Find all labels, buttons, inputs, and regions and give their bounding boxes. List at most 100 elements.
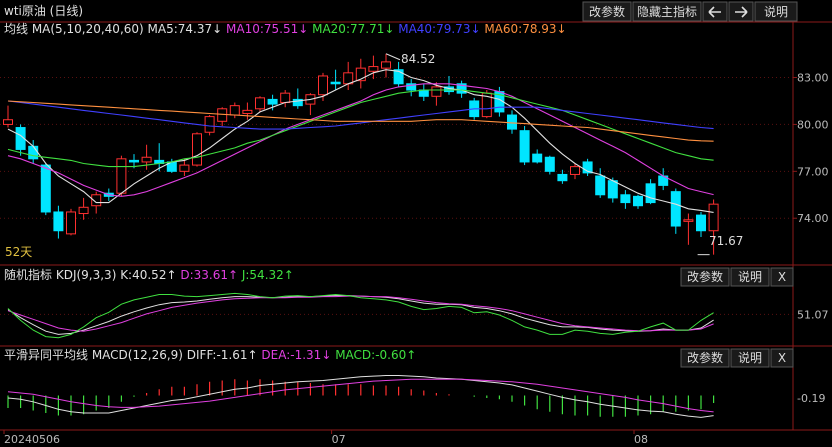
candle-body xyxy=(66,211,76,235)
candle-body xyxy=(418,89,429,97)
candle-body xyxy=(129,159,139,163)
params-button-label: 改参数 xyxy=(589,4,625,19)
legend-entry: MA10:75.51↓ xyxy=(226,22,312,36)
candle-body xyxy=(670,191,681,227)
candle-body xyxy=(179,164,190,172)
candle-body xyxy=(456,83,467,94)
candle-body xyxy=(381,61,391,69)
y-axis: 83.00 80.00 77.00 74.00 51.07 -0.19 xyxy=(793,72,829,405)
params-button[interactable]: 改参数 xyxy=(582,1,632,22)
legend-entry: KDJ(9,3,3) xyxy=(56,268,120,282)
candle-body xyxy=(582,161,593,174)
macd-help-label: 说明 xyxy=(738,350,762,365)
x-axis: 20240506 07 08 xyxy=(3,430,648,446)
next-button[interactable] xyxy=(728,1,754,22)
candle-body xyxy=(683,219,694,222)
kdj-help-button[interactable]: 说明 xyxy=(730,267,770,287)
candle-body xyxy=(3,119,13,125)
kdj-line-d xyxy=(7,295,714,332)
legend-title: 平滑异同平均线 xyxy=(4,348,92,362)
hide-indicator-button[interactable]: 隐藏主指标 xyxy=(632,1,702,22)
candle-body xyxy=(91,194,102,207)
candle-body xyxy=(355,67,366,82)
candle-body xyxy=(406,83,417,91)
ma-line-ma20 xyxy=(7,89,714,168)
candle-body xyxy=(368,66,379,72)
macd-params-button[interactable]: 改参数 xyxy=(680,348,730,368)
arrow-right-icon xyxy=(735,6,748,18)
candle-body xyxy=(519,130,530,163)
candle-body xyxy=(255,97,265,110)
candle-body xyxy=(557,173,568,182)
legend-entry: MA40:79.73↓ xyxy=(398,22,484,36)
macd-help-button[interactable]: 说明 xyxy=(730,348,770,368)
y-tick-label: 74.00 xyxy=(797,212,829,225)
ma-line-ma5 xyxy=(7,69,714,213)
candle-body xyxy=(532,153,543,163)
macd-plot xyxy=(7,375,715,418)
ma-line-ma10 xyxy=(7,83,714,197)
kdj-params-label: 改参数 xyxy=(687,269,723,284)
legend-entry: MA5:74.37↓ xyxy=(148,22,226,36)
prev-button[interactable] xyxy=(702,1,728,22)
kdj-help-label: 说明 xyxy=(738,269,762,284)
candle-body xyxy=(431,86,442,97)
low-price-label: 71.67 xyxy=(709,234,743,248)
candle-body xyxy=(507,114,517,130)
candle-body xyxy=(645,183,656,204)
legend-entry: MA60:78.93↓ xyxy=(484,22,566,36)
candle-body xyxy=(204,116,215,133)
chart-title: wti原油 (日线) xyxy=(4,4,83,18)
header-bar: wti原油 (日线) xyxy=(4,4,83,18)
legend-entry: K:40.52↑ xyxy=(120,268,180,282)
candle-body xyxy=(393,69,404,85)
close-icon: X xyxy=(778,351,786,365)
hide-indicator-label: 隐藏主指标 xyxy=(637,4,697,19)
candle-body xyxy=(544,156,555,172)
candle-body xyxy=(53,211,64,232)
legend-entry: J:54.32↑ xyxy=(241,268,294,282)
y-tick-label: 51.07 xyxy=(797,308,829,321)
candle-body xyxy=(40,164,51,213)
kdj-close-button[interactable]: X xyxy=(770,267,794,287)
candle-body xyxy=(242,109,253,114)
x-tick-label: 20240506 xyxy=(4,433,60,446)
x-tick-label: 08 xyxy=(634,433,648,446)
legend-entry: D:33.61↑ xyxy=(180,268,242,282)
kdj-legend: 随机指标 KDJ(9,3,3) K:40.52↑ D:33.61↑ J:54.3… xyxy=(4,267,294,282)
macd-params-label: 改参数 xyxy=(687,350,723,365)
kdj-params-button[interactable]: 改参数 xyxy=(680,267,730,287)
ma-line-ma60 xyxy=(7,100,714,142)
macd-line-dea xyxy=(7,378,714,413)
candle-body xyxy=(292,98,303,107)
grid xyxy=(0,21,832,431)
candle-body xyxy=(708,203,719,232)
kdj-line-j xyxy=(7,292,714,339)
legend-entry: DEA:-1.31↓ xyxy=(261,348,335,362)
period-label: 52天 xyxy=(5,245,32,259)
high-price-label: 84.52 xyxy=(401,52,435,66)
macd-line-diff xyxy=(7,375,714,418)
help-button-label: 说明 xyxy=(764,4,788,19)
candle-body xyxy=(217,108,228,122)
candle-body xyxy=(280,92,291,104)
candle-body xyxy=(633,195,643,207)
legend-entry: MACD(12,26,9) xyxy=(92,348,187,362)
candle-body xyxy=(570,166,580,175)
candle-body xyxy=(330,81,341,85)
candle-body xyxy=(607,180,618,199)
legend-entry: DIFF:-1.61↑ xyxy=(187,348,262,362)
candle-body xyxy=(116,158,127,194)
x-tick-label: 07 xyxy=(332,433,346,446)
candle-body xyxy=(318,75,328,96)
candle-body xyxy=(620,194,631,204)
price-plot xyxy=(3,53,719,256)
legend-title: 随机指标 xyxy=(4,267,56,282)
macd-close-button[interactable]: X xyxy=(770,348,794,368)
candle-body xyxy=(696,214,706,232)
y-tick-label: 77.00 xyxy=(797,165,829,178)
y-tick-label: 80.00 xyxy=(797,118,829,131)
y-tick-label: 83.00 xyxy=(797,72,829,85)
help-button[interactable]: 说明 xyxy=(754,1,798,22)
macd-legend: 平滑异同平均线 MACD(12,26,9) DIFF:-1.61↑ DEA:-1… xyxy=(4,348,416,362)
